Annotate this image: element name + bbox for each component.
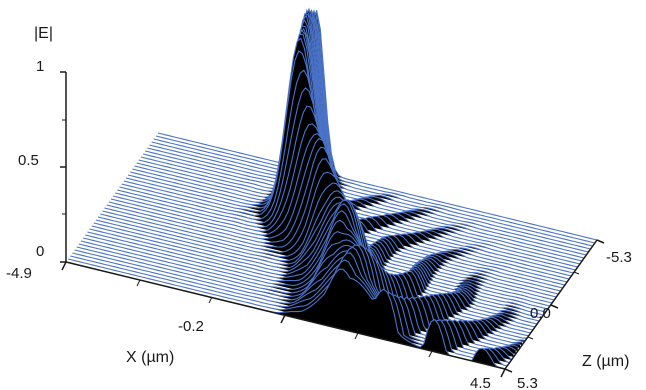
surface-slice-line-32 (89, 203, 529, 337)
y-axis-line (504, 239, 598, 370)
surface-slice-line-9 (138, 13, 578, 268)
y-tick-mid (550, 304, 559, 309)
z-tick-label-0.5: 0.5 (18, 152, 39, 169)
z-tick-label-1: 1 (36, 58, 44, 75)
y-tick-max (504, 368, 513, 373)
x-tick-min (61, 261, 67, 271)
surface-layer (65, 7, 598, 370)
x-minor-tick-2 (208, 296, 213, 304)
surface-slice-line-1 (155, 10, 596, 244)
surface-slice-line-5 (147, 11, 587, 256)
surface-slice-line-26 (102, 171, 542, 319)
surface-slice-line-7 (142, 7, 583, 262)
surface-slice-line-31 (91, 199, 531, 334)
y-tick-min (596, 239, 605, 244)
surface-slice-line-28 (97, 190, 538, 325)
surface-slice-line-25 (104, 158, 544, 316)
surface-slice-line-30 (93, 199, 533, 331)
x-minor-tick-3 (354, 332, 359, 340)
x-tick-mid (280, 314, 286, 324)
x-tick-max (500, 368, 506, 378)
y-tick-label-min: -5.3 (606, 249, 632, 266)
surface-slice-line-6 (145, 9, 585, 259)
x-minor-tick-1 (136, 279, 141, 287)
y-axis-title: Z (µm) (582, 353, 629, 370)
surface-slice-line-0 (157, 10, 598, 241)
z-tick-label-0: 0 (36, 243, 44, 260)
surface-slice-line-27 (100, 182, 540, 322)
surface-slice-line-29 (95, 196, 536, 328)
x-minor-tick-4 (428, 350, 433, 358)
surface-slice-line-3 (151, 9, 591, 250)
x-tick-label-mid: -0.2 (178, 318, 204, 335)
y-minor-tick-1 (527, 336, 534, 340)
y-tick-label-max: 5.3 (517, 375, 538, 390)
x-axis-title: X (µm) (126, 349, 174, 366)
surface-slice-line-8 (140, 8, 581, 265)
surface-slice-line-4 (149, 9, 589, 253)
y-tick-label-mid: 0.0 (530, 305, 551, 322)
surface-slice-line-2 (153, 13, 593, 247)
surface-slice-line-24 (106, 146, 546, 313)
x-tick-label-min: -4.9 (6, 265, 32, 282)
x-tick-label-max: 4.5 (470, 375, 491, 390)
z-axis-title: |E| (34, 25, 53, 42)
y-minor-tick-2 (573, 271, 580, 275)
